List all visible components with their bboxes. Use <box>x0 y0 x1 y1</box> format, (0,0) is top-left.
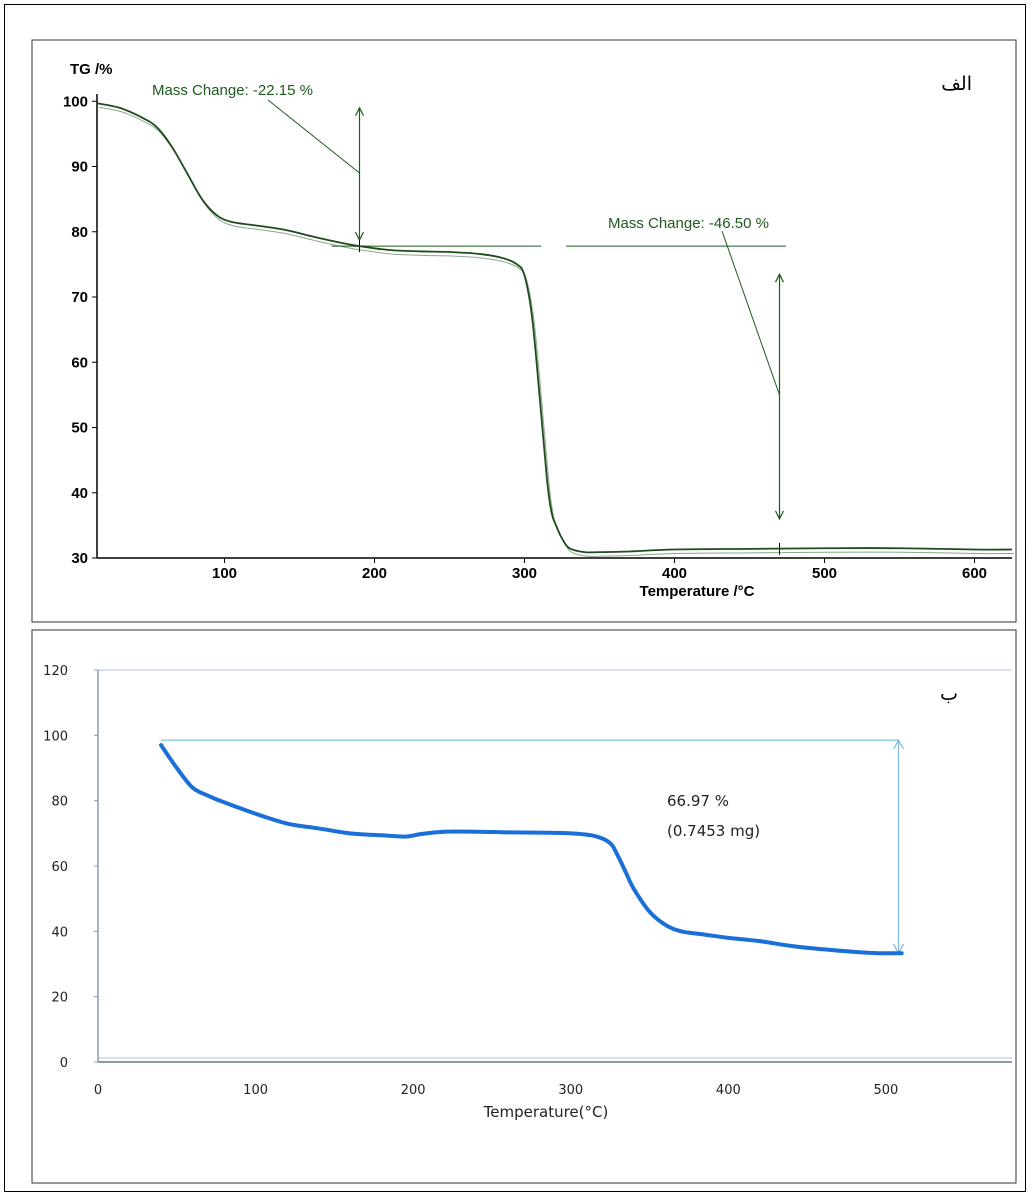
panel-a-step1-leader <box>267 99 360 174</box>
panel-a-tg-curve <box>96 102 1013 554</box>
panel-a-ytick-label: 90 <box>71 159 88 176</box>
panel-b-ytick-label: 80 <box>51 795 68 810</box>
panel-a-xtick-label: 100 <box>212 565 237 582</box>
panel-a-xtick-label: 300 <box>512 565 537 582</box>
panel-b-xtick-label: 300 <box>558 1083 583 1098</box>
panel-a-ytick-label: 30 <box>71 550 88 567</box>
panel-a-ytick-label: 80 <box>71 224 88 241</box>
panel-a-step2-leader <box>721 230 780 396</box>
panel-b-label: ب <box>940 683 958 705</box>
panel-b-ytick-label: 120 <box>43 664 68 679</box>
panel-a-ytick-label: 50 <box>71 420 88 437</box>
panel-b-xtick-label: 500 <box>874 1083 899 1098</box>
panel-b: 0 20 40 60 80 100 120 0 100 200 300 400 500 Temperat… <box>31 629 1017 1184</box>
panel-a-tg-curve-trace <box>98 106 1015 557</box>
panel-b-ticks: 0 20 40 60 80 100 120 0 100 200 300 400 500 <box>43 664 898 1098</box>
panel-a-xtick-label: 200 <box>362 565 387 582</box>
panel-a-border <box>31 39 1017 623</box>
panel-a-annotation-1: Mass Change: -22.15 % <box>152 82 313 99</box>
panel-a-xtick-label: 600 <box>962 565 987 582</box>
panel-b-xlabel: Temperature(°C) <box>483 1103 609 1121</box>
panel-b-ytick-label: 40 <box>51 925 68 940</box>
panel-a-xtick-label: 400 <box>662 565 687 582</box>
panel-a-ytick-label: 60 <box>71 354 88 371</box>
panel-b-ytick-label: 20 <box>51 991 68 1006</box>
panel-b-ytick-label: 0 <box>60 1056 68 1071</box>
figure-frame <box>4 4 1026 1192</box>
panel-a-ticks: 30 40 50 60 70 80 90 100 100 200 300 400 500 600 <box>63 93 987 582</box>
panel-b-annotation-1: 66.97 % <box>667 792 729 810</box>
panel-a-series <box>96 102 1015 557</box>
panel-b-tg-curve <box>159 743 904 956</box>
panel-a-axes <box>96 94 1012 559</box>
panel-b-ytick-label: 100 <box>43 729 68 744</box>
panel-a-ytick-label: 100 <box>63 93 88 110</box>
panel-a-label: الف <box>941 73 972 95</box>
panel-a-annotation-lines <box>267 99 786 555</box>
panel-a-xtick-label: 500 <box>812 565 837 582</box>
panel-b-xtick-label: 200 <box>401 1083 426 1098</box>
panel-a-ylabel: TG /% <box>70 61 113 78</box>
panel-a-annotation-2: Mass Change: -46.50 % <box>608 215 769 232</box>
panel-a-step1-arrowheads <box>354 106 365 242</box>
panel-a-step2-arrowheads <box>774 272 785 521</box>
panel-a-ytick-label: 40 <box>71 485 88 502</box>
panel-b-annotation-2: (0.7453 mg) <box>667 822 760 840</box>
panel-a-xlabel: Temperature /°C <box>640 583 755 600</box>
panel-b-ytick-label: 60 <box>51 860 68 875</box>
panel-b-xtick-label: 100 <box>243 1083 268 1098</box>
panel-b-series <box>159 743 904 956</box>
panel-b-xtick-label: 400 <box>716 1083 741 1098</box>
panel-b-xtick-label: 0 <box>94 1083 102 1098</box>
panel-a-ytick-label: 70 <box>71 289 88 306</box>
panel-a: 30 40 50 60 70 80 90 100 100 200 300 400 500 600 TG /… <box>31 39 1017 623</box>
panel-b-border <box>31 629 1017 1184</box>
